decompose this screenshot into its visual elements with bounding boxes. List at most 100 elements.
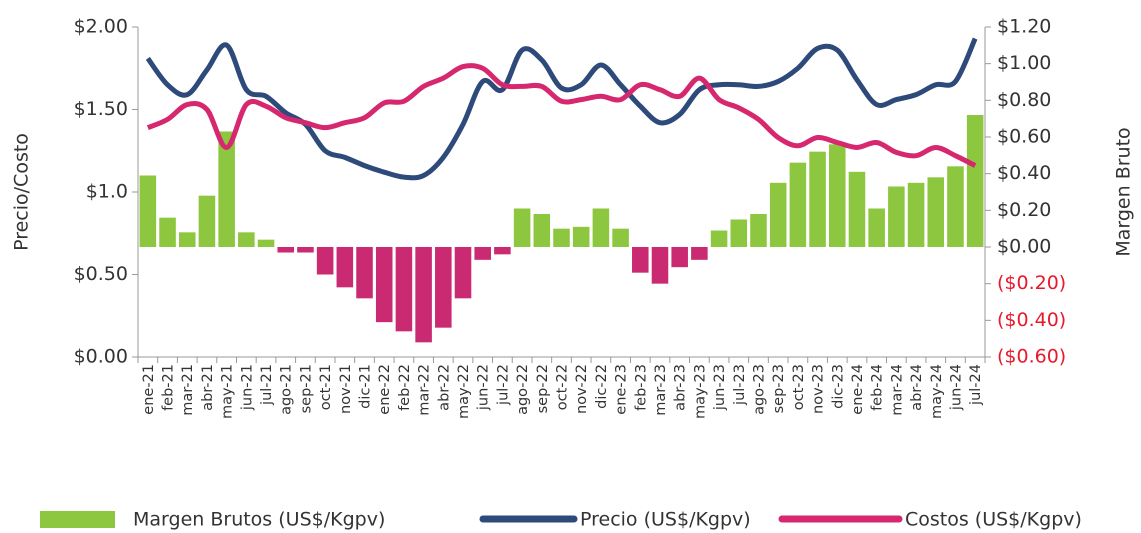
bar (435, 247, 452, 328)
y2-tick-label: $0.40 (997, 162, 1051, 184)
y-tick-label: $0.00 (74, 346, 128, 368)
bar (612, 228, 629, 247)
bar (769, 182, 787, 247)
x-tick-label: abr-24 (909, 364, 925, 411)
legend-label: Margen Brutos (US$/Kgpv) (133, 509, 385, 531)
y2-tick-label: $1.20 (997, 16, 1051, 38)
x-tick-label: jun-21 (239, 364, 255, 411)
bar (848, 171, 866, 247)
bar (297, 247, 314, 253)
x-tick-label: may-22 (456, 364, 472, 419)
y-axis-title: Precio/Costo (11, 133, 33, 251)
bar (927, 177, 945, 247)
x-tick-label: oct-21 (318, 364, 334, 410)
bar (572, 226, 590, 247)
y-tick-label: $0.50 (74, 263, 128, 285)
line (145, 37, 978, 181)
bar (947, 166, 964, 247)
x-tick-label: jul-23 (732, 364, 748, 406)
x-tick-label: may-24 (929, 364, 945, 419)
bar (238, 232, 255, 247)
bar (710, 230, 728, 247)
bar (809, 151, 826, 247)
x-tick-label: feb-21 (161, 364, 177, 411)
x-tick-label: mar-23 (653, 364, 669, 416)
x-tick-label: abr-23 (673, 364, 689, 411)
y2-tick-label: $0.20 (997, 199, 1051, 221)
bar (474, 247, 491, 260)
bar (178, 232, 196, 247)
x-tick-label: jul-24 (968, 364, 984, 406)
y2-axis-title: Margen Bruto (1113, 127, 1135, 256)
bar (907, 182, 925, 247)
legend-label: Precio (US$/Kgpv) (580, 509, 751, 531)
x-tick-label: mar-22 (417, 364, 433, 416)
y-tick-label: $1.50 (74, 98, 128, 120)
x-tick-label: ene-23 (614, 364, 630, 415)
x-tick-label: abr-22 (436, 364, 452, 411)
y2-tick-label: ($0.60) (997, 346, 1066, 368)
bar (198, 195, 216, 247)
bar (375, 247, 393, 323)
x-tick-label: ago-21 (279, 364, 295, 415)
y2-tick-label: $0.60 (997, 126, 1051, 148)
x-tick-label: dic-21 (358, 364, 374, 409)
bar (671, 247, 688, 268)
bar (277, 247, 295, 253)
bar (632, 247, 649, 273)
bar (257, 239, 275, 247)
legend-swatch (40, 511, 115, 528)
bar (868, 208, 885, 247)
x-tick-label: ene-24 (850, 364, 866, 415)
x-tick-label: may-23 (692, 364, 708, 419)
x-tick-label: nov-22 (574, 364, 590, 414)
bar (494, 247, 511, 255)
y2-tick-label: ($0.40) (997, 309, 1066, 331)
x-tick-label: jul-21 (259, 364, 275, 406)
bar (553, 228, 570, 247)
x-tick-label: oct-22 (555, 364, 571, 410)
bar (513, 208, 531, 247)
x-tick-label: ago-22 (515, 364, 531, 415)
bar (454, 247, 472, 299)
bar (651, 247, 669, 284)
x-tick-label: jun-24 (948, 364, 964, 411)
y2-tick-label: ($0.20) (997, 272, 1066, 294)
bar (415, 247, 432, 343)
x-tick-label: feb-23 (633, 364, 649, 411)
x-tick-label: oct-23 (791, 364, 807, 410)
bar (750, 214, 767, 247)
x-tick-label: mar-21 (180, 364, 196, 416)
bar (592, 208, 610, 247)
x-tick-label: jun-23 (712, 364, 728, 411)
x-tick-label: dic-22 (594, 364, 610, 409)
bar (218, 131, 235, 247)
x-tick-label: nov-23 (811, 364, 827, 414)
y2-tick-label: $0.00 (997, 236, 1051, 258)
x-tick-label: feb-22 (397, 364, 413, 411)
bar (139, 175, 157, 247)
x-tick-label: may-21 (220, 364, 236, 419)
y-tick-label: $1.0 (86, 181, 128, 203)
line (146, 63, 977, 168)
x-tick-label: sep-23 (771, 364, 787, 413)
bar (730, 219, 748, 247)
bar (336, 247, 354, 288)
bar (159, 217, 176, 247)
x-tick-label: jul-22 (495, 364, 511, 406)
x-tick-label: ene-22 (377, 364, 393, 415)
x-tick-label: sep-21 (298, 364, 314, 413)
legend-label: Costos (US$/Kgpv) (905, 509, 1082, 531)
bar (789, 162, 807, 247)
y-tick-label: $2.00 (74, 16, 128, 38)
bar (356, 247, 373, 299)
bar (395, 247, 413, 332)
bar (316, 247, 334, 275)
x-tick-label: nov-21 (338, 364, 354, 414)
x-tick-label: dic-23 (830, 364, 846, 409)
x-tick-label: mar-24 (889, 364, 905, 416)
x-tick-label: jun-22 (476, 364, 492, 411)
bar (691, 247, 708, 260)
y2-tick-label: $1.00 (997, 52, 1051, 74)
